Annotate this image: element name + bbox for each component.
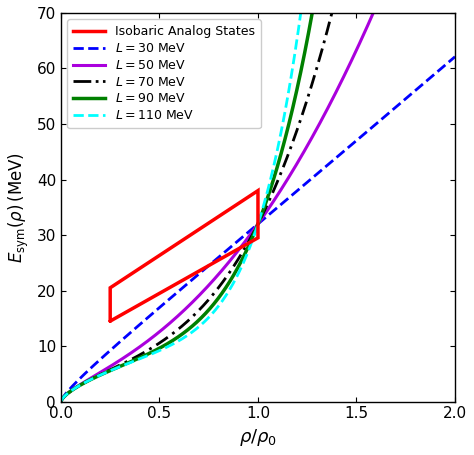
Legend: Isobaric Analog States, $L = 30$ MeV, $L = 50$ MeV, $L = 70$ MeV, $L = 90$ MeV, : Isobaric Analog States, $L = 30$ MeV, $L… — [67, 19, 261, 128]
X-axis label: $\rho/\rho_0$: $\rho/\rho_0$ — [239, 427, 277, 448]
Y-axis label: $E_{\mathrm{sym}}(\rho)\,(\mathrm{MeV})$: $E_{\mathrm{sym}}(\rho)\,(\mathrm{MeV})$ — [7, 152, 31, 263]
